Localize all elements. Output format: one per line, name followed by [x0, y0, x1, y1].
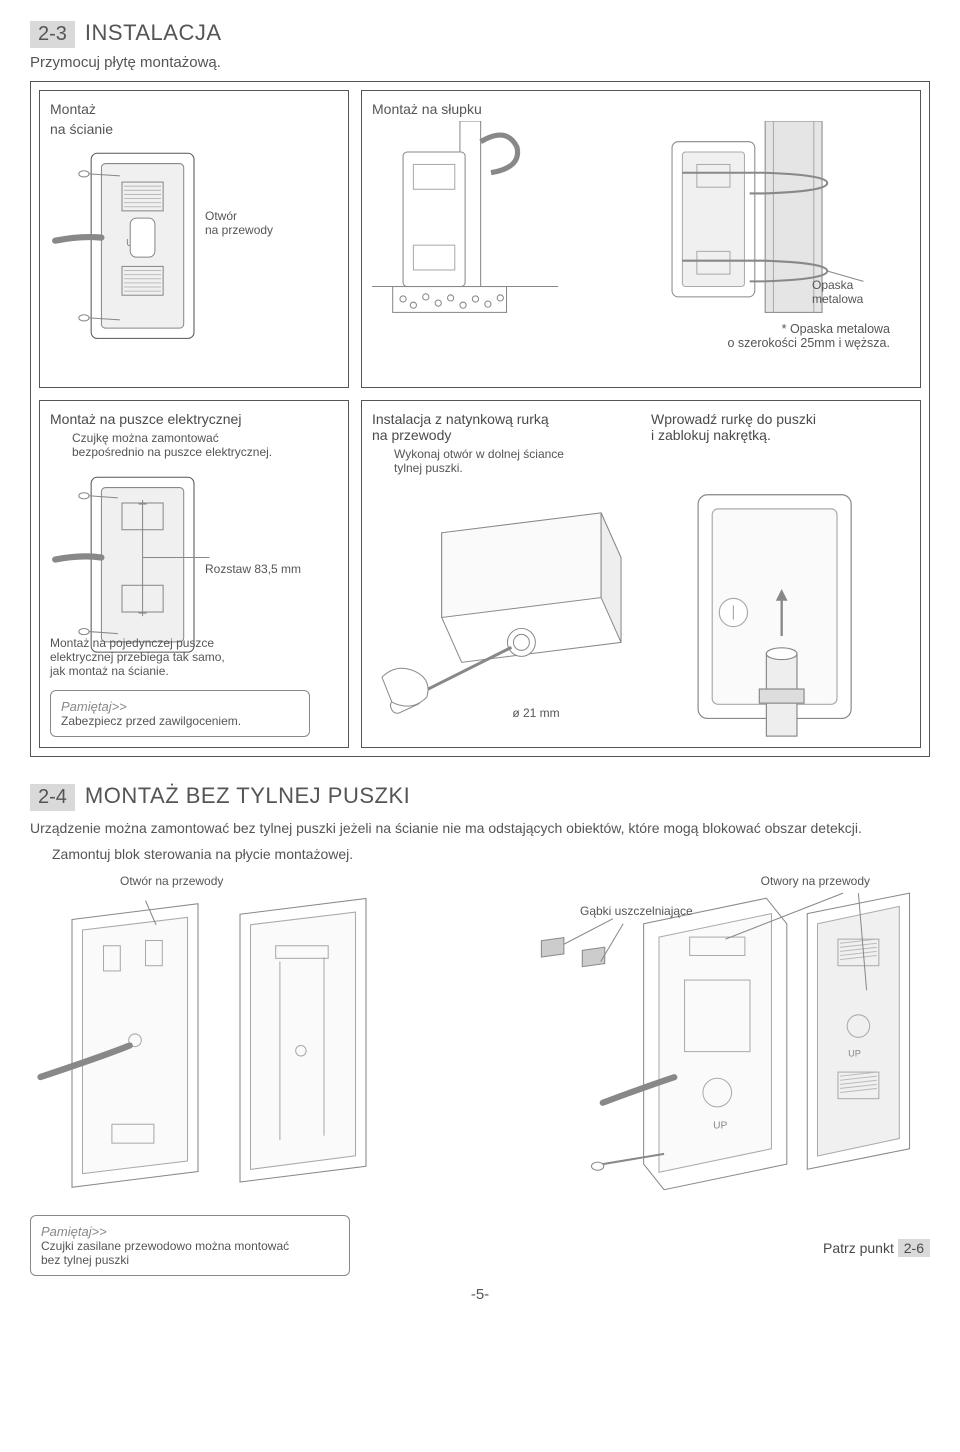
pole-mount-title: Montaż na słupku	[372, 101, 910, 117]
note-body-2a: Czujki zasilane przewodowo można montowa…	[41, 1239, 339, 1253]
mid-t2: na przewody	[372, 427, 631, 443]
hole-label-line1: Otwór	[205, 209, 315, 223]
patrz-text: Patrz punkt	[823, 1240, 894, 1256]
section-24-desc2: Zamontuj blok sterowania na płycie monta…	[52, 845, 930, 863]
right-figure: UP UP	[480, 888, 930, 1205]
conduit-mid: Instalacja z natynkową rurką na przewody…	[372, 411, 631, 475]
note-body-2b: bez tylnej puszki	[41, 1253, 339, 1267]
svg-text:UP: UP	[713, 1120, 727, 1131]
hole-label-line2: na przewody	[205, 223, 315, 237]
wall-mount-title-1: Montaż	[50, 101, 338, 117]
section-24-figures: Otwór na przewody Pamiętaj>> Czujki zasi…	[30, 874, 930, 1276]
ebox-p2: elektrycznej przebiega tak samo,	[50, 650, 338, 664]
spacing-label: Rozstaw 83,5 mm	[205, 562, 325, 576]
svg-text:UP: UP	[848, 1048, 861, 1058]
ebox-t2: Czujkę można zamontować	[72, 431, 338, 445]
cell-pole-mount: Montaż na słupku	[361, 90, 921, 388]
conduit-right: Wprowadź rurkę do puszki i zablokuj nakr…	[651, 411, 910, 475]
bottom-right: Otwory na przewody UP	[480, 874, 930, 1276]
section-23-title: INSTALACJA	[85, 20, 222, 46]
ebox-p1: Montaż na pojedynczej puszce	[50, 636, 338, 650]
star-line-2: o szerokości 25mm i węższa.	[380, 336, 890, 350]
section-24-num: 2-4	[30, 784, 75, 811]
section-23-num: 2-3	[30, 21, 75, 48]
mid-t1: Instalacja z natynkową rurką	[372, 411, 631, 427]
cell-electrical-box: Montaż na puszce elektrycznej Czujkę moż…	[39, 400, 349, 748]
cell-wall-mount: Montaż na ścianie UP	[39, 90, 349, 388]
wall-mount-figure: UP	[50, 143, 338, 349]
mid-t4: tylnej puszki.	[394, 461, 631, 475]
left-figure	[30, 888, 450, 1203]
right-cable-label: Otwory na przewody	[480, 874, 870, 888]
ebox-p3: jak montaż na ścianie.	[50, 664, 338, 678]
section-24-title: MONTAŻ BEZ TYLNEJ PUSZKI	[85, 783, 410, 809]
note-box-2: Pamiętaj>> Czujki zasilane przewodowo mo…	[30, 1215, 350, 1276]
section-23-header: 2-3 INSTALACJA	[30, 20, 930, 48]
band-label-1: Opaska	[812, 278, 892, 292]
right-t2: i zablokuj nakrętką.	[651, 427, 910, 443]
band-label-2: metalowa	[812, 292, 892, 306]
sponge-label: Gąbki uszczelniające	[580, 904, 693, 918]
patrz-num: 2-6	[898, 1239, 930, 1257]
section-23-subtitle: Przymocuj płytę montażową.	[30, 54, 930, 71]
row-1: Montaż na ścianie UP	[33, 84, 927, 394]
left-cable-label: Otwór na przewody	[120, 874, 450, 888]
right-t1: Wprowadź rurkę do puszki	[651, 411, 910, 427]
ebox-t1: Montaż na puszce elektrycznej	[50, 411, 338, 427]
section-24-desc1: Urządzenie można zamontować bez tylnej p…	[30, 819, 930, 837]
drill-figure	[372, 483, 631, 742]
cell-conduit: Instalacja z natynkową rurką na przewody…	[361, 400, 921, 748]
section-24-header: 2-4 MONTAŻ BEZ TYLNEJ PUSZKI	[30, 783, 930, 811]
mid-t3: Wykonaj otwór w dolnej ściance	[394, 447, 631, 461]
row-2: Montaż na puszce elektrycznej Czujkę moż…	[33, 394, 927, 754]
tube-figure	[651, 483, 910, 742]
note-title-2: Pamiętaj>>	[41, 1224, 339, 1239]
star-line-1: * Opaska metalowa	[372, 322, 890, 336]
ebox-t3: bezpośrednio na puszce elektrycznej.	[72, 445, 338, 459]
bottom-left: Otwór na przewody Pamiętaj>> Czujki zasi…	[30, 874, 450, 1276]
section-23-box: Montaż na ścianie UP	[30, 81, 930, 757]
page-number: -5-	[30, 1286, 930, 1303]
patrz-ref: Patrz punkt 2-6	[823, 1240, 930, 1256]
wall-mount-title-2: na ścianie	[50, 121, 338, 137]
